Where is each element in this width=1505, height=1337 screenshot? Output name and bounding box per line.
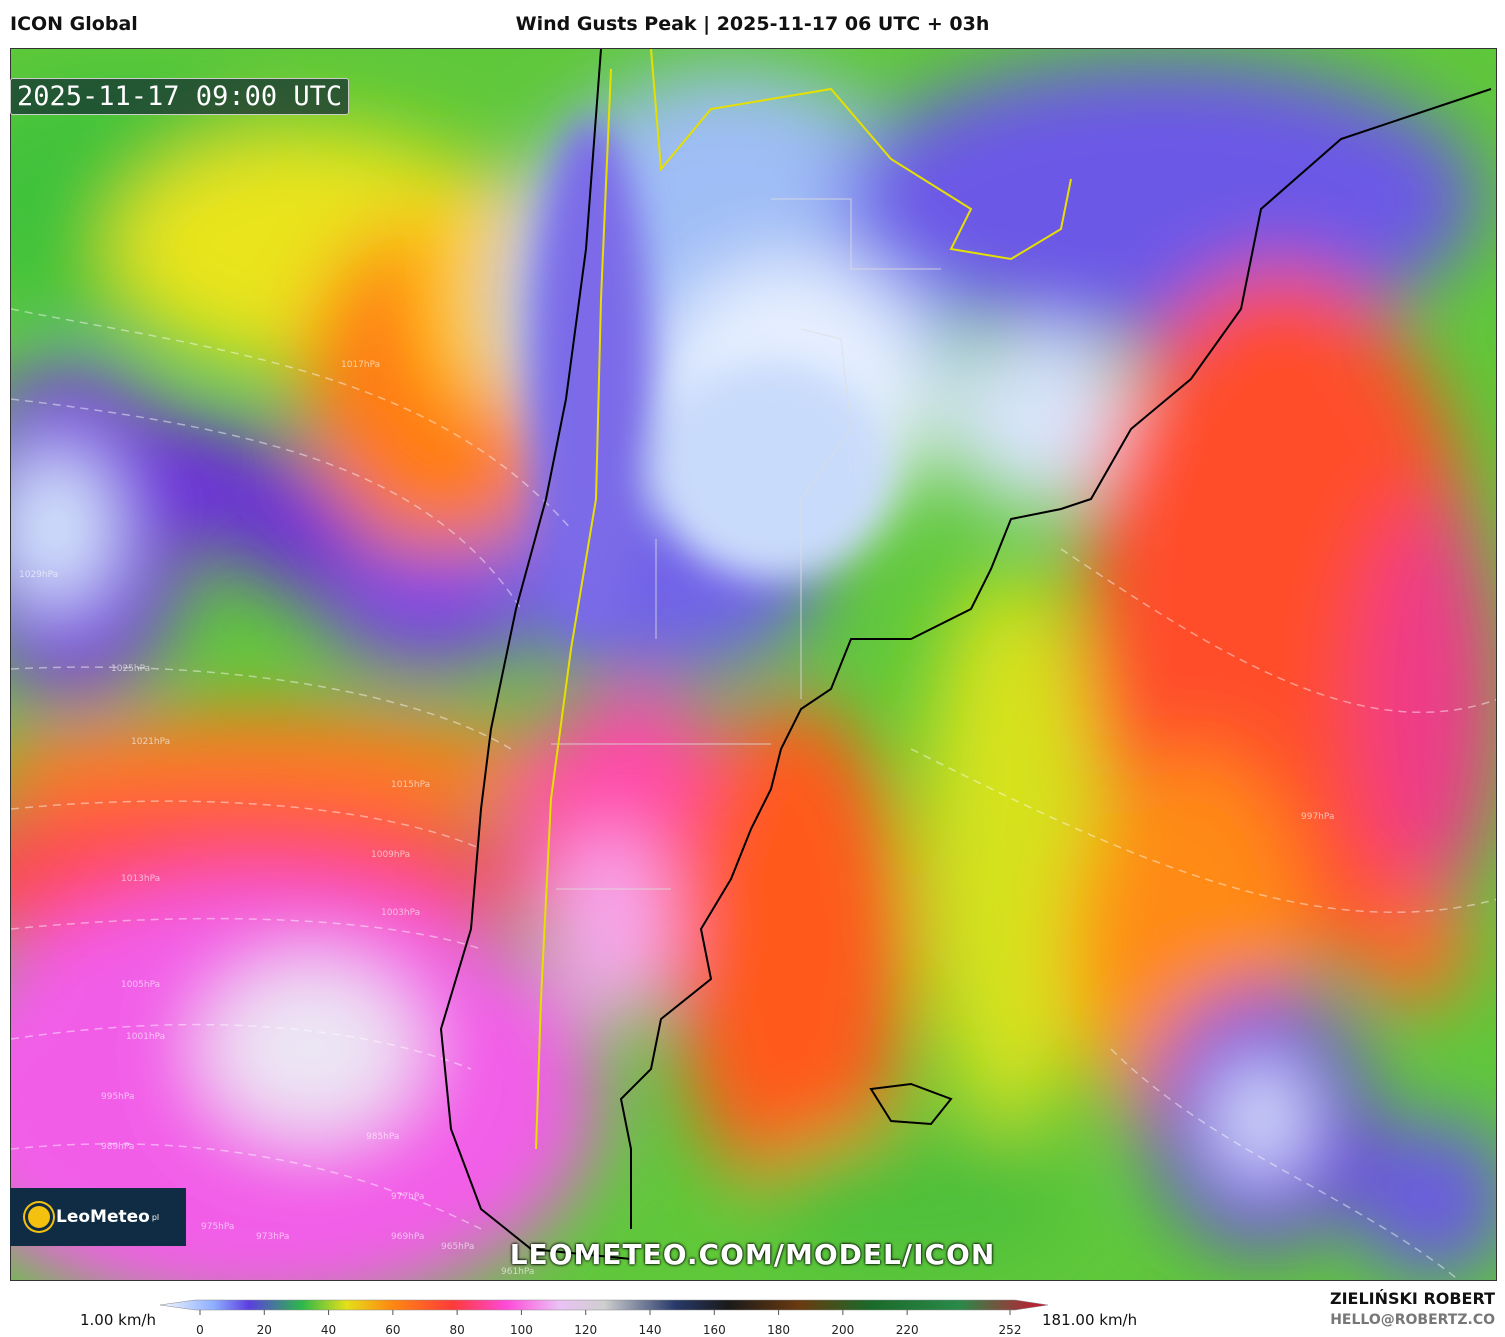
colorbar-tick-label: 0 bbox=[196, 1323, 204, 1336]
email: HELLO@ROBERTZ.CO bbox=[1330, 1312, 1495, 1328]
isobar-label: 1009hPa bbox=[371, 850, 410, 860]
colorbar-tick-label: 20 bbox=[257, 1323, 272, 1336]
author: ZIELIŃSKI ROBERT bbox=[1329, 1289, 1495, 1308]
isobar-label: 1013hPa bbox=[121, 874, 160, 884]
isobar-label: 1029hPa bbox=[19, 570, 58, 580]
colorbar-tick-label: 252 bbox=[999, 1323, 1022, 1336]
colorbar: 0 20 40 60 80 100 120 140 160 180 200 220 252 bbox=[159, 1299, 1049, 1336]
colorbar-tick-label: 80 bbox=[450, 1323, 465, 1336]
borders bbox=[551, 198, 941, 890]
isobar-label: 1025hPa bbox=[111, 664, 150, 674]
colorbar-min: 1.00 km/h bbox=[79, 1311, 156, 1329]
isobar-label: 969hPa bbox=[391, 1232, 424, 1242]
isobar-label: 995hPa bbox=[101, 1092, 134, 1102]
logo: LeoMeteo pl bbox=[10, 1188, 186, 1246]
model-name: ICON Global bbox=[10, 13, 138, 35]
isobar-label: 965hPa bbox=[441, 1242, 474, 1252]
isobar-label: 1003hPa bbox=[381, 908, 420, 918]
isobar-label: 997hPa bbox=[1301, 812, 1334, 822]
colorbar-tick-label: 100 bbox=[510, 1323, 533, 1336]
isobar-label: 961hPa bbox=[501, 1267, 534, 1277]
valid-time: 2025-11-17 09:00 UTC bbox=[10, 78, 350, 115]
colorbar-tick-label: 140 bbox=[639, 1323, 662, 1336]
isobar-label: 977hPa bbox=[391, 1192, 424, 1202]
colorbar-tick-label: 40 bbox=[321, 1323, 336, 1336]
map-title: Wind Gusts Peak | 2025-11-17 06 UTC + 03… bbox=[515, 13, 990, 35]
isobar-label: 1017hPa bbox=[341, 360, 380, 370]
colorbar-tick-label: 60 bbox=[385, 1323, 400, 1336]
isobar-label: 1015hPa bbox=[391, 780, 430, 790]
isobar-label: 973hPa bbox=[256, 1232, 289, 1242]
colorbar-tick-label: 120 bbox=[574, 1323, 597, 1336]
colorbar-tick-label: 220 bbox=[896, 1323, 919, 1336]
logo-suffix: pl bbox=[151, 1212, 160, 1222]
colorbar-tick-label: 200 bbox=[831, 1323, 854, 1336]
colorbar-tick-label: 160 bbox=[703, 1323, 726, 1336]
isobar-label: 989hPa bbox=[101, 1142, 134, 1152]
country-borders bbox=[535, 49, 1072, 1150]
isobar-labels: 1029hPa 1025hPa 1021hPa 1017hPa 1015hPa 1013h… bbox=[19, 360, 1334, 1277]
colorbar-tick-label: 180 bbox=[767, 1323, 790, 1336]
logo-icon bbox=[28, 1206, 50, 1228]
colorbar-ramp bbox=[159, 1299, 1049, 1311]
logo-text: LeoMeteo bbox=[56, 1207, 150, 1227]
isobar-label: 1005hPa bbox=[121, 980, 160, 990]
colorbar-max: 181.00 km/h bbox=[1042, 1311, 1138, 1329]
map-canvas: 1029hPa 1025hPa 1021hPa 1017hPa 1015hPa 1013h… bbox=[11, 49, 1496, 1280]
isobar-label: 985hPa bbox=[366, 1132, 399, 1142]
isobar-label: 1021hPa bbox=[131, 737, 170, 747]
wind-map: 1029hPa 1025hPa 1021hPa 1017hPa 1015hPa 1013h… bbox=[10, 48, 1497, 1281]
isobar-label: 1001hPa bbox=[126, 1032, 165, 1042]
isobar-label: 975hPa bbox=[201, 1222, 234, 1232]
watermark: LEOMETEO.COM/MODEL/ICON bbox=[509, 1238, 996, 1271]
isobars bbox=[11, 308, 1496, 1280]
coastline bbox=[439, 49, 1492, 1260]
land-field bbox=[531, 119, 891, 639]
